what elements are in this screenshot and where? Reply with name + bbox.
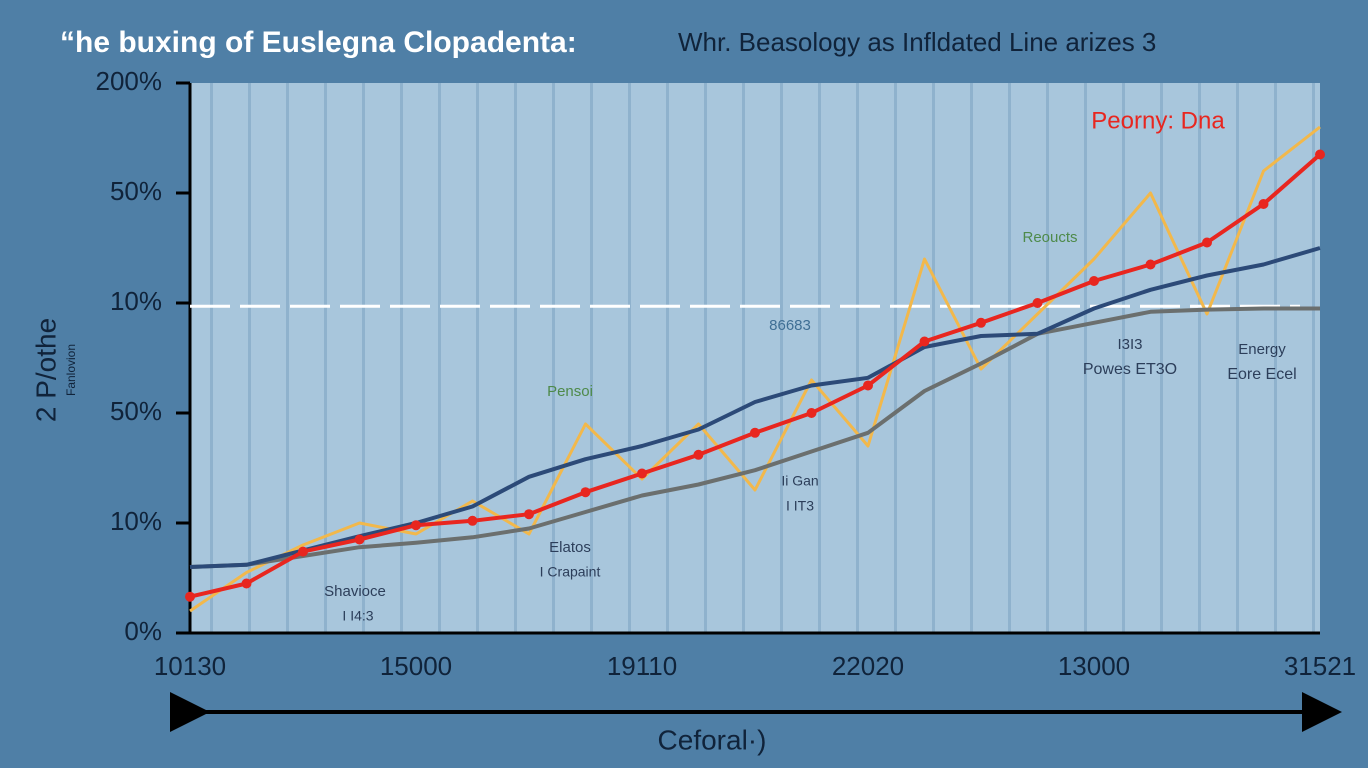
series-marker (750, 427, 760, 438)
series-line (189, 246, 1321, 569)
series-marker (1145, 259, 1156, 270)
series-marker (354, 534, 365, 545)
y-axis-label: 2 P/othe (30, 318, 61, 422)
y-tick-label: 50% (110, 396, 162, 426)
annotation: 86683 (769, 317, 811, 334)
x-axis-label: Ceforal·) (658, 724, 767, 755)
chart-title: “he buxing of Euslegna Clopadenta: (60, 26, 577, 59)
series-marker (1032, 298, 1043, 308)
plot-area (190, 83, 1320, 633)
annotation: Eore Ecel (1227, 366, 1296, 383)
x-tick-label: 13000 (1058, 651, 1130, 681)
y-tick-label: 10% (110, 506, 162, 536)
series-marker (637, 468, 647, 479)
annotation: Ii Gan (781, 473, 818, 489)
annotation: Energy (1238, 341, 1286, 358)
series-marker (1315, 149, 1325, 160)
series-marker (1089, 276, 1099, 286)
y-tick-label: 10% (110, 286, 162, 316)
y-tick-label: 200% (96, 66, 163, 96)
series-marker (976, 317, 986, 328)
series-line (189, 125, 1321, 613)
annotation: I Crapaint (540, 564, 601, 580)
annotation: I IT3 (786, 498, 814, 514)
annotation: Powes ET3O (1083, 361, 1177, 378)
annotation: Shavioce (324, 583, 386, 600)
annotation: I I4:3 (342, 608, 373, 624)
series-marker (411, 520, 421, 531)
series-marker (298, 546, 308, 557)
series-marker (1258, 199, 1269, 209)
annotation: Peorny: Dna (1091, 107, 1225, 134)
y-tick-label: 0% (124, 616, 162, 646)
y-axis-sublabel: Fanlovion (64, 344, 78, 396)
series-line (189, 306, 1320, 569)
series-marker (806, 408, 817, 418)
series-marker (185, 591, 195, 602)
x-tick-label: 31521 (1284, 651, 1356, 681)
annotation: Reoucts (1022, 229, 1077, 246)
x-tick-label: 22020 (832, 651, 904, 681)
annotation: I3I3 (1117, 336, 1142, 353)
x-tick-label: 10130 (154, 651, 226, 681)
series-marker (863, 380, 873, 391)
x-tick-label: 19110 (607, 651, 677, 681)
series-marker (467, 515, 478, 526)
y-tick-label: 50% (110, 176, 162, 206)
annotation: Elatos (549, 539, 591, 556)
annotation: Pensoi (547, 383, 593, 400)
series-marker (1202, 237, 1212, 248)
series-marker (919, 336, 930, 347)
series-marker (580, 487, 591, 498)
series-marker (693, 449, 704, 460)
chart-subtitle: Whr. Beasology as Infldated Line arizes … (678, 27, 1156, 57)
x-tick-label: 15000 (380, 651, 452, 681)
series-marker (241, 578, 252, 589)
series-marker (524, 509, 534, 520)
